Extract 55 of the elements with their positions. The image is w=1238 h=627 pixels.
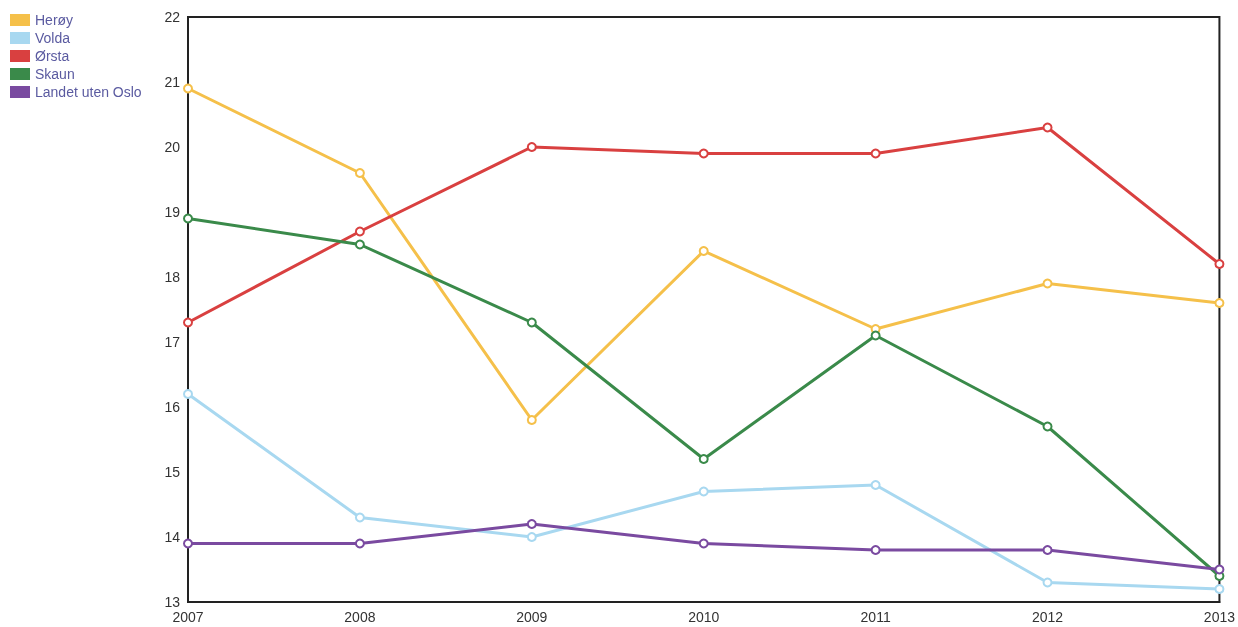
point xyxy=(1042,278,1053,289)
point xyxy=(183,389,193,399)
x-tick-label: 2012 xyxy=(1031,609,1064,625)
point xyxy=(1214,564,1225,575)
y-tick-label: 17 xyxy=(164,334,181,350)
point xyxy=(698,246,709,256)
x-tick-label: 2010 xyxy=(688,609,720,625)
point xyxy=(183,83,193,94)
y-tick-label: 19 xyxy=(164,204,181,220)
point xyxy=(526,317,537,328)
point xyxy=(526,142,537,152)
point xyxy=(1214,259,1225,269)
point xyxy=(526,415,537,425)
y-tick-label: 22 xyxy=(164,9,181,25)
y-tick-label: 21 xyxy=(164,74,181,90)
legend-label: Skaun xyxy=(35,66,75,82)
point xyxy=(698,486,709,497)
y-tick-label: 13 xyxy=(164,594,181,610)
point xyxy=(183,317,193,328)
x-tick-label: 2007 xyxy=(172,609,204,625)
point xyxy=(698,454,709,464)
point xyxy=(1214,298,1225,308)
point xyxy=(870,545,881,555)
point xyxy=(354,239,365,250)
x-tick-label: 2013 xyxy=(1203,609,1236,625)
point xyxy=(1042,545,1053,555)
legend-label: Volda xyxy=(35,30,71,46)
y-tick-label: 18 xyxy=(164,269,181,285)
y-tick-label: 15 xyxy=(164,464,181,480)
x-tick-label: 2009 xyxy=(516,609,548,625)
point xyxy=(183,538,193,549)
point xyxy=(1214,584,1225,594)
point xyxy=(1042,421,1053,432)
y-tick-label: 14 xyxy=(164,529,181,545)
point xyxy=(870,330,881,341)
point xyxy=(1042,122,1053,133)
point xyxy=(354,512,365,523)
legend-label: Herøy xyxy=(35,12,74,28)
point xyxy=(870,148,881,159)
point xyxy=(1042,577,1053,588)
point xyxy=(354,226,365,237)
x-tick-label: 2011 xyxy=(860,609,891,625)
legend-label: Ørsta xyxy=(35,48,70,64)
y-tick-label: 20 xyxy=(164,139,181,155)
point xyxy=(698,538,709,549)
point xyxy=(526,532,537,542)
point xyxy=(526,519,537,529)
point xyxy=(870,480,881,490)
point xyxy=(354,168,365,178)
point xyxy=(698,148,709,159)
y-tick-label: 16 xyxy=(164,399,181,415)
x-tick-label: 2008 xyxy=(344,609,376,625)
point xyxy=(354,538,365,549)
legend-label: Landet uten Oslo xyxy=(35,84,142,100)
point xyxy=(183,213,193,224)
